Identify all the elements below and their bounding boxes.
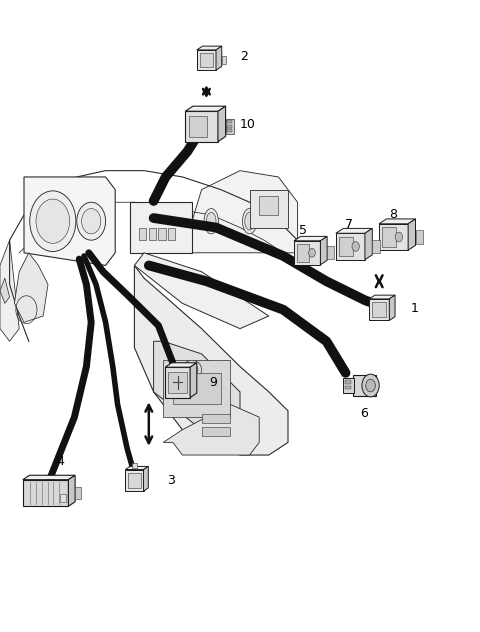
Circle shape	[36, 199, 70, 243]
Polygon shape	[23, 475, 75, 480]
Circle shape	[77, 202, 106, 240]
Text: 4: 4	[57, 455, 64, 468]
Polygon shape	[185, 106, 226, 111]
Text: 5: 5	[299, 224, 307, 237]
Text: 10: 10	[240, 118, 256, 131]
Polygon shape	[69, 475, 75, 506]
Text: 6: 6	[360, 408, 368, 420]
Polygon shape	[197, 46, 222, 50]
Bar	[250, 190, 288, 228]
Bar	[227, 125, 232, 128]
Bar	[339, 237, 353, 256]
Polygon shape	[216, 46, 222, 70]
Polygon shape	[14, 253, 48, 322]
Bar	[202, 414, 230, 423]
Bar	[345, 380, 351, 384]
Bar	[168, 372, 187, 393]
Circle shape	[82, 209, 101, 234]
Bar	[327, 246, 334, 259]
Bar	[139, 228, 146, 240]
Polygon shape	[185, 111, 218, 142]
Text: 9: 9	[209, 376, 216, 389]
Polygon shape	[218, 106, 226, 142]
Polygon shape	[130, 202, 192, 253]
Polygon shape	[182, 171, 298, 253]
Polygon shape	[134, 265, 288, 455]
Ellipse shape	[186, 364, 198, 375]
Bar	[345, 386, 351, 389]
Text: 7: 7	[345, 218, 353, 231]
Polygon shape	[165, 367, 190, 398]
Polygon shape	[154, 341, 240, 430]
Circle shape	[309, 248, 315, 257]
Bar	[75, 487, 81, 499]
Polygon shape	[294, 236, 327, 241]
Bar	[226, 119, 234, 134]
Text: 2: 2	[240, 51, 248, 63]
Ellipse shape	[182, 360, 202, 379]
Polygon shape	[0, 240, 19, 341]
Polygon shape	[389, 295, 395, 320]
Polygon shape	[197, 50, 216, 70]
Bar	[163, 360, 230, 417]
Bar	[128, 473, 141, 488]
Polygon shape	[165, 363, 197, 367]
Polygon shape	[23, 480, 69, 506]
Polygon shape	[134, 253, 269, 329]
Polygon shape	[125, 466, 148, 470]
Text: 8: 8	[389, 209, 397, 221]
Bar	[372, 240, 380, 253]
Circle shape	[395, 232, 403, 242]
Bar	[189, 116, 207, 137]
Bar	[227, 129, 232, 132]
Polygon shape	[365, 228, 372, 260]
Polygon shape	[408, 219, 416, 250]
Bar	[353, 375, 376, 396]
Bar	[132, 463, 137, 468]
Circle shape	[30, 191, 76, 252]
Polygon shape	[321, 236, 327, 265]
Bar	[343, 378, 354, 393]
Bar	[149, 228, 156, 240]
Bar	[259, 196, 278, 215]
Polygon shape	[144, 466, 148, 491]
Bar	[227, 120, 232, 123]
Circle shape	[362, 374, 379, 397]
Bar	[173, 373, 221, 404]
Bar	[297, 244, 309, 262]
Polygon shape	[125, 470, 144, 491]
Bar	[158, 228, 166, 240]
Polygon shape	[336, 233, 365, 260]
Ellipse shape	[204, 209, 218, 234]
Polygon shape	[0, 278, 10, 303]
Bar	[168, 228, 175, 240]
Polygon shape	[336, 228, 372, 233]
Polygon shape	[24, 177, 115, 265]
Polygon shape	[190, 363, 197, 398]
Polygon shape	[369, 299, 389, 320]
Ellipse shape	[245, 212, 254, 230]
Polygon shape	[379, 224, 408, 250]
Polygon shape	[163, 404, 259, 455]
Bar	[416, 230, 423, 244]
Polygon shape	[369, 295, 395, 299]
Circle shape	[366, 379, 375, 392]
Bar	[202, 427, 230, 436]
Bar	[60, 494, 66, 502]
Ellipse shape	[242, 209, 257, 234]
Bar	[200, 53, 213, 67]
Bar	[372, 302, 386, 317]
Bar	[222, 56, 226, 64]
Ellipse shape	[206, 212, 216, 230]
Polygon shape	[294, 241, 321, 265]
Text: 1: 1	[410, 302, 418, 315]
Polygon shape	[379, 219, 416, 224]
Circle shape	[352, 241, 360, 252]
Text: 3: 3	[167, 474, 175, 487]
Bar	[382, 228, 396, 246]
